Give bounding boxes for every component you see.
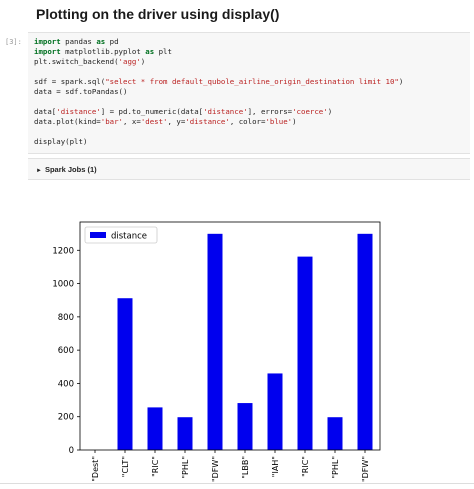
legend-label: distance (111, 232, 147, 242)
x-tick-label: "DFW" (361, 456, 370, 482)
y-tick-label: 0 (69, 446, 74, 456)
code-token: matplotlib.pyplot (60, 47, 146, 56)
plot-frame (79, 221, 381, 451)
page-title: Plotting on the driver using display() (36, 6, 280, 22)
code-token: , color= (229, 117, 266, 126)
code-token: ) (292, 117, 297, 126)
y-tick-label: 400 (58, 379, 74, 389)
x-tick-label: "DFW" (211, 456, 220, 482)
code-line: data.plot(kind='bar', x='dest', y='dista… (34, 117, 470, 127)
x-tick-label: "PHL" (331, 456, 340, 479)
bar (267, 373, 283, 450)
bar-chart: "Dest" "CLT" "RIC" "PHL" "DFW" "LBB" "IAH" "RIC… (52, 221, 381, 482)
code-token: 'bar' (100, 117, 123, 126)
code-line: data = sdf.toPandas() (34, 87, 470, 97)
code-cell[interactable]: import pandas as pd import matplotlib.pyp… (28, 32, 470, 154)
code-token: sdf = spark.sql( (34, 77, 106, 86)
code-token: import (34, 47, 61, 56)
code-token: data = sdf.toPandas() (34, 87, 128, 96)
code-line: import pandas as pd (34, 37, 470, 47)
code-token: "select * from default_qubole_airline_or… (105, 77, 399, 86)
caret-right-icon: ► (36, 168, 42, 174)
spark-jobs-toggle[interactable]: ► Spark Jobs (1) (28, 158, 470, 180)
code-line: data['distance'] = pd.to_numeric(data['d… (34, 107, 470, 117)
code-token: 'distance' (203, 107, 248, 116)
y-tick-label: 200 (58, 413, 74, 423)
bar (297, 256, 313, 450)
bar (147, 407, 163, 450)
code-line: import matplotlib.pyplot as plt (34, 47, 470, 57)
code-line (34, 67, 470, 77)
bar (177, 417, 193, 450)
code-line (34, 97, 470, 107)
x-tick-label: "CLT" (121, 456, 130, 477)
code-token: 'distance' (56, 107, 101, 116)
code-token: 'coerce' (292, 107, 328, 116)
y-tick-label: 600 (58, 346, 74, 356)
code-token: data.plot(kind= (34, 117, 101, 126)
code-token: import (34, 37, 61, 46)
code-line: plt.switch_backend('agg') (34, 57, 470, 67)
code-token: ) (140, 57, 146, 66)
x-tick-label: "Dest" (91, 456, 100, 482)
code-token: 'agg' (118, 57, 141, 66)
code-token: as (145, 47, 155, 56)
x-tick-label: "PHL" (181, 456, 190, 479)
code-token: , y= (167, 117, 186, 126)
bar (357, 233, 373, 450)
bar (117, 298, 133, 450)
code-token: display(plt) (34, 137, 88, 146)
code-line: display(plt) (34, 137, 470, 147)
x-tick-label: "IAH" (271, 456, 280, 477)
bar (207, 233, 223, 450)
legend-swatch (90, 232, 106, 238)
code-token: ) (398, 77, 404, 86)
spark-jobs-label: Spark Jobs (1) (44, 165, 97, 174)
bar (237, 403, 253, 450)
bar (327, 417, 343, 450)
code-line: sdf = spark.sql("select * from default_q… (34, 77, 470, 87)
code-token: plt (154, 47, 172, 56)
divider (0, 483, 474, 484)
legend-box (84, 226, 158, 244)
code-token: ], errors= (247, 107, 293, 116)
code-token: as (96, 37, 106, 46)
code-token: ] = pd.to_numeric(data[ (100, 107, 204, 116)
code-token: 'blue' (265, 117, 293, 126)
code-token: pandas (60, 37, 97, 46)
code-token: ) (327, 107, 333, 116)
y-tick-label: 1000 (52, 280, 74, 290)
code-token: data[ (34, 107, 57, 116)
code-editor[interactable]: import pandas as pd import matplotlib.pyp… (28, 33, 470, 147)
y-tick-label: 800 (58, 313, 74, 323)
code-token: 'dest' (140, 117, 168, 126)
x-tick-label: "RIC" (301, 456, 310, 477)
plot-output: "Dest" "CLT" "RIC" "PHL" "DFW" "LBB" "IAH" "RIC… (0, 185, 474, 485)
y-tick-label: 1200 (52, 246, 74, 256)
x-tick-label: "RIC" (151, 456, 160, 477)
code-token: plt.switch_backend( (34, 57, 119, 66)
x-tick-label: "LBB" (241, 456, 250, 479)
code-line (34, 127, 470, 137)
code-token: , x= (123, 117, 141, 126)
code-token: 'distance' (185, 117, 230, 126)
cell-prompt: [3]: (5, 38, 22, 46)
code-token: pd (105, 37, 119, 46)
